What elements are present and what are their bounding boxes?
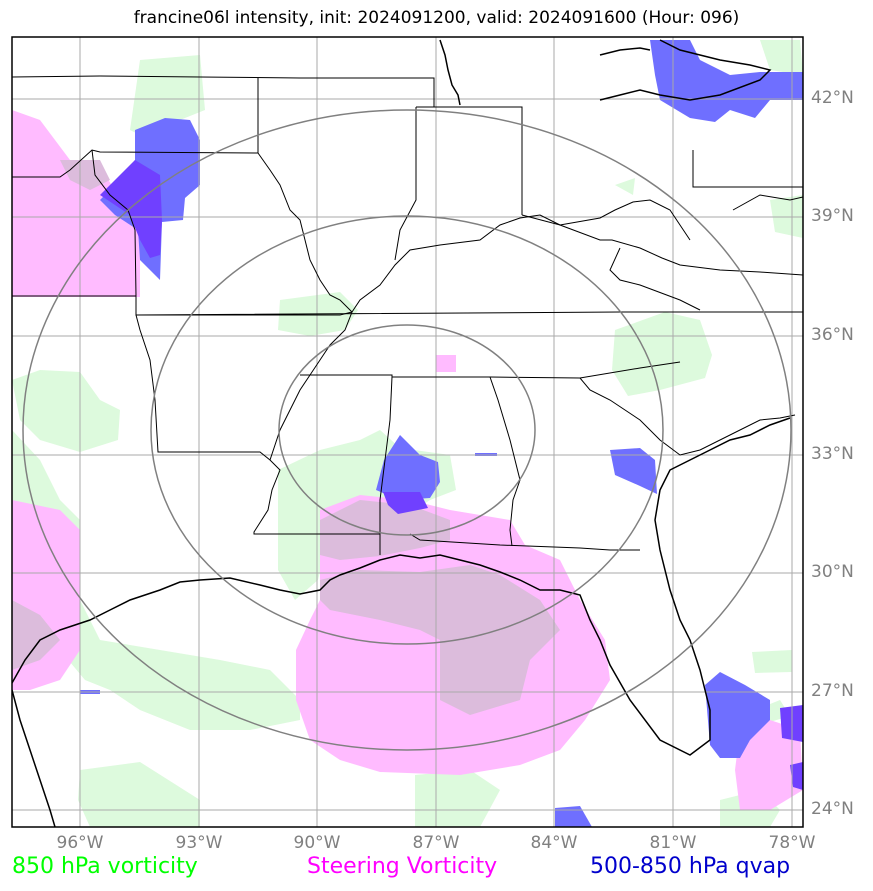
lat-label-36n: 36°N: [811, 325, 854, 345]
lon-label-93w: 93°W: [175, 833, 223, 853]
coastline: [12, 39, 791, 827]
lat-label-30n: 30°N: [811, 562, 854, 582]
lon-label-96w: 96°W: [56, 833, 104, 853]
lat-label-24n: 24°N: [811, 799, 854, 819]
qvap-fields: [80, 40, 803, 827]
lon-label-78w: 78°W: [768, 833, 816, 853]
legend-vorticity-850hpa: 850 hPa vorticity: [12, 854, 198, 879]
qvap-dark-fields: [100, 160, 803, 790]
lon-label-90w: 90°W: [293, 833, 341, 853]
lon-label-84w: 84°W: [530, 833, 578, 853]
political-boundaries: [12, 75, 803, 555]
lat-label-42n: 42°N: [811, 88, 854, 108]
range-rings: [22, 109, 792, 751]
map-title: francine06l intensity, init: 2024091200,…: [133, 8, 740, 28]
lon-label-87w: 87°W: [412, 833, 460, 853]
legend-qvap-500-850hpa: 500-850 hPa qvap: [590, 854, 791, 879]
map-frame: [11, 36, 804, 828]
overlap-fields: [12, 160, 560, 715]
lon-label-81w: 81°W: [649, 833, 697, 853]
graticule: [12, 37, 803, 827]
lat-label-39n: 39°N: [811, 206, 854, 226]
legend-steering-vorticity: Steering Vorticity: [307, 854, 498, 879]
lat-label-33n: 33°N: [811, 444, 854, 464]
lat-label-27n: 27°N: [811, 681, 854, 701]
